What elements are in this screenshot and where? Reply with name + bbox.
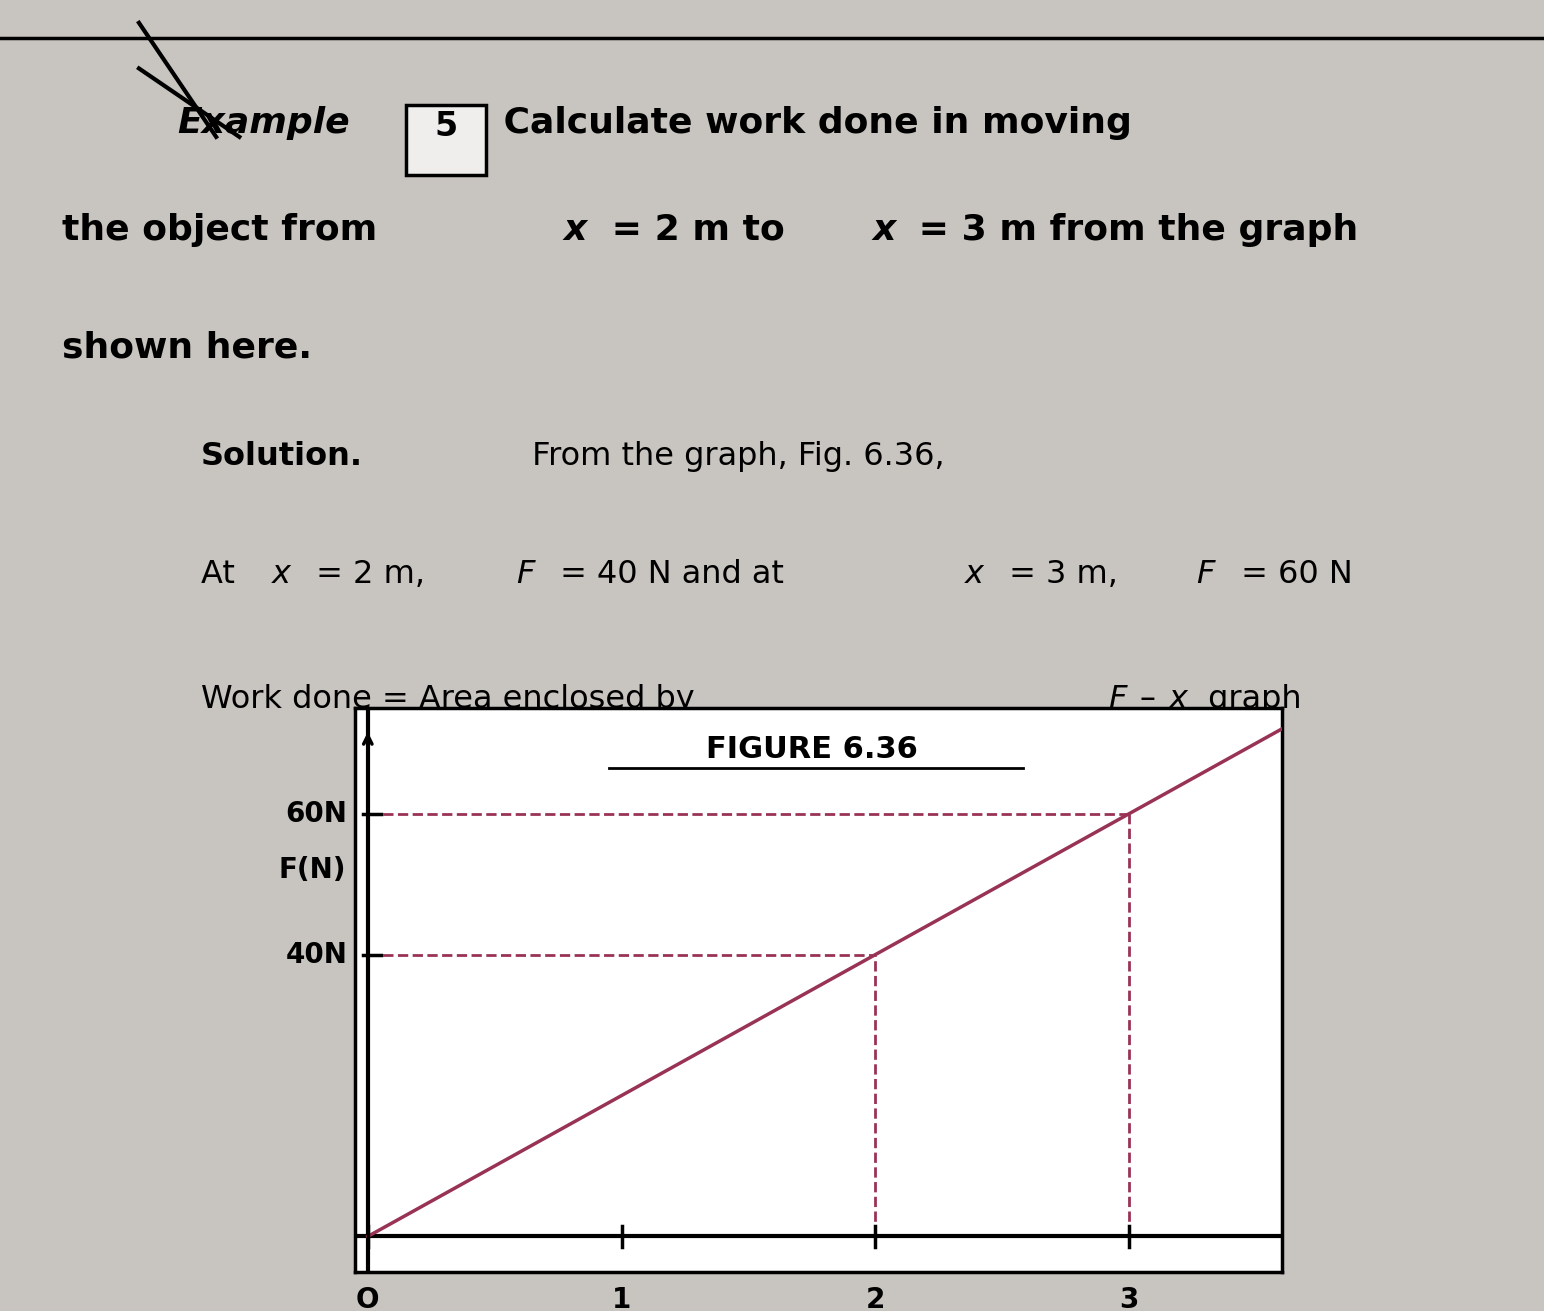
Text: the object from: the object from — [62, 212, 389, 246]
Text: 1: 1 — [611, 1286, 631, 1311]
Text: FIGURE 6.36: FIGURE 6.36 — [706, 735, 919, 764]
Text: –: – — [1139, 684, 1155, 716]
Text: = 3 m,: = 3 m, — [999, 558, 1129, 590]
Text: x: x — [272, 558, 290, 590]
FancyBboxPatch shape — [406, 105, 486, 174]
Text: graph: graph — [1198, 684, 1302, 716]
Text: Example: Example — [178, 106, 350, 140]
Text: = 60 N: = 60 N — [1231, 558, 1353, 590]
Text: 40N: 40N — [286, 940, 347, 969]
Text: = 2 m to: = 2 m to — [599, 212, 797, 246]
Text: x: x — [965, 558, 984, 590]
Text: O: O — [357, 1286, 380, 1311]
Text: shown here.: shown here. — [62, 330, 312, 364]
Text: F(N): F(N) — [278, 856, 346, 884]
Text: = 3 m from the graph: = 3 m from the graph — [906, 212, 1359, 246]
Text: F: F — [1109, 684, 1127, 716]
Text: 5: 5 — [434, 110, 459, 143]
Text: 60N: 60N — [286, 800, 347, 827]
Text: x: x — [1169, 684, 1187, 716]
Text: Work done = Area enclosed by: Work done = Area enclosed by — [201, 684, 704, 716]
Text: At: At — [201, 558, 244, 590]
Text: 2: 2 — [866, 1286, 885, 1311]
Text: x: x — [872, 212, 896, 246]
Text: = 40 N and at: = 40 N and at — [550, 558, 794, 590]
Text: x: x — [564, 212, 587, 246]
Text: From the graph, Fig. 6.36,: From the graph, Fig. 6.36, — [522, 440, 945, 472]
Text: = 2 m,: = 2 m, — [306, 558, 435, 590]
Text: Calculate work done in moving: Calculate work done in moving — [491, 106, 1132, 140]
Text: Solution.: Solution. — [201, 440, 363, 472]
Text: F: F — [1197, 558, 1215, 590]
Text: 3: 3 — [1119, 1286, 1139, 1311]
Text: F: F — [516, 558, 534, 590]
